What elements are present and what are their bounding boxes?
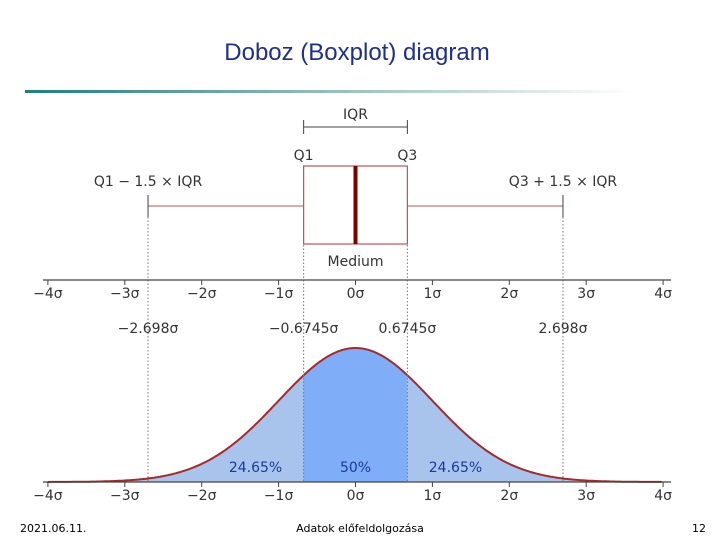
- iqr-label: IQR: [343, 107, 368, 123]
- title-rule: [25, 90, 635, 93]
- cut-label: −2.698σ: [118, 321, 179, 337]
- axis-tick-label: 2σ: [500, 286, 518, 302]
- cut-label: −0.6745σ: [269, 321, 339, 337]
- lower-whisker-label: Q1 − 1.5 × IQR: [94, 174, 203, 190]
- area-label: 50%: [340, 460, 371, 476]
- normal-curve: [46, 347, 662, 483]
- diagram: IQR Q1 Q3 Q1 − 1.5 × IQR Q3 + 1.5 × IQR Mediu…: [33, 107, 672, 504]
- cut-label: 0.6745σ: [378, 321, 436, 337]
- axis-tick-label: −4σ: [33, 488, 63, 504]
- iqr-area: [303, 348, 408, 482]
- area-label: 24.65%: [229, 460, 282, 476]
- axis-tick-label: 4σ: [654, 286, 672, 302]
- cut-label: 2.698σ: [538, 321, 587, 337]
- axis-tick-label: −1σ: [264, 286, 294, 302]
- axis-tick-label: 1σ: [424, 286, 442, 302]
- median-label: Medium: [328, 254, 384, 270]
- axis-tick-label: −2σ: [187, 286, 217, 302]
- footer-date: 2021.06.11.: [20, 522, 86, 535]
- axis-tick-label: −3σ: [110, 488, 140, 504]
- q1-label: Q1: [294, 148, 314, 164]
- axis-tick-label: −1σ: [264, 488, 294, 504]
- area-label: 24.65%: [429, 460, 482, 476]
- footer-subject: Adatok előfeldolgozása: [296, 522, 424, 535]
- axis-tick-label: 0σ: [347, 488, 365, 504]
- axis-tick-label: −4σ: [33, 286, 63, 302]
- axis-tick-label: 2σ: [500, 488, 518, 504]
- q3-label: Q3: [397, 148, 417, 164]
- axis-tick-label: −3σ: [110, 286, 140, 302]
- slide-title: Doboz (Boxplot) diagram: [224, 39, 489, 66]
- axis-tick-label: 3σ: [577, 488, 595, 504]
- axis-tick-label: 4σ: [654, 488, 672, 504]
- axis-tick-label: 1σ: [424, 488, 442, 504]
- upper-whisker-label: Q3 + 1.5 × IQR: [509, 174, 618, 190]
- axis-tick-label: −2σ: [187, 488, 217, 504]
- axis-tick-label: 0σ: [347, 286, 365, 302]
- footer-page: 12: [692, 522, 706, 535]
- axis-tick-label: 3σ: [577, 286, 595, 302]
